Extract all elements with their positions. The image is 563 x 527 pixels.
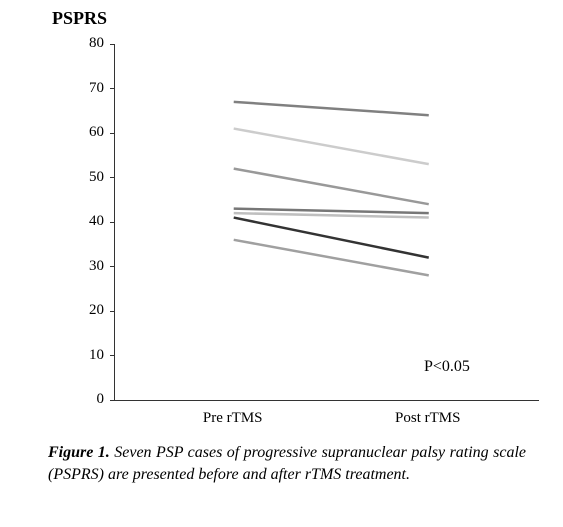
- series-line: [234, 209, 429, 213]
- y-tick-mark: [110, 133, 115, 134]
- y-tick-mark: [110, 44, 115, 45]
- y-tick-label: 60: [74, 124, 104, 141]
- y-tick-label: 50: [74, 169, 104, 186]
- series-line: [234, 218, 429, 258]
- y-tick-label: 80: [74, 35, 104, 52]
- series-line: [234, 129, 429, 165]
- y-tick-mark: [110, 355, 115, 356]
- y-tick-mark: [110, 400, 115, 401]
- chart-title: PSPRS: [52, 8, 107, 29]
- figure-caption: Figure 1. Seven PSP cases of progressive…: [48, 442, 526, 487]
- y-tick-mark: [110, 177, 115, 178]
- series-lines: [115, 44, 539, 400]
- y-tick-label: 0: [74, 391, 104, 408]
- x-category-label: Post rTMS: [395, 410, 460, 427]
- y-tick-mark: [110, 311, 115, 312]
- p-value-label: P<0.05: [424, 358, 470, 376]
- chart-container: PSPRS P<0.05 Figure 1. Seven PSP cases o…: [0, 0, 563, 527]
- y-tick-mark: [110, 88, 115, 89]
- series-line: [234, 169, 429, 205]
- series-line: [234, 102, 429, 115]
- y-tick-label: 40: [74, 213, 104, 230]
- series-line: [234, 213, 429, 217]
- y-tick-label: 70: [74, 80, 104, 97]
- y-tick-mark: [110, 266, 115, 267]
- y-tick-label: 30: [74, 258, 104, 275]
- plot-area: [114, 44, 539, 401]
- x-category-label: Pre rTMS: [203, 410, 263, 427]
- caption-prefix: Figure 1.: [48, 444, 110, 461]
- series-line: [234, 240, 429, 276]
- y-tick-label: 10: [74, 347, 104, 364]
- y-tick-label: 20: [74, 302, 104, 319]
- y-tick-mark: [110, 222, 115, 223]
- caption-text: Seven PSP cases of progressive supranucl…: [48, 444, 526, 483]
